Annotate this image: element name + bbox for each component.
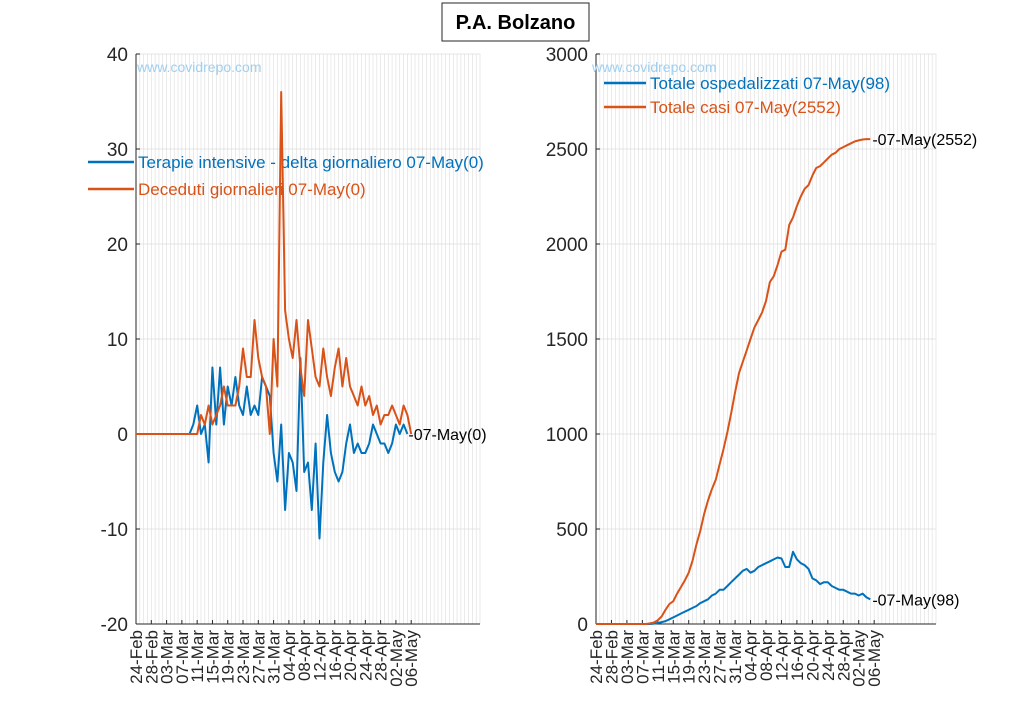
legend-label-0: Terapie intensive - delta giornaliero 07…	[138, 153, 484, 172]
x-tick-label: 31-Mar	[265, 630, 284, 684]
gridlines	[135, 53, 481, 625]
x-tick-label: 03-Mar	[618, 630, 637, 684]
end-label-1: -07-May(2552)	[872, 132, 977, 149]
x-tick-label: 24-Feb	[587, 630, 606, 684]
x-tick-label: 28-Apr	[834, 630, 853, 681]
x-tick-label: 12-Apr	[772, 630, 791, 681]
x-tick-label: 02-May	[387, 630, 406, 687]
x-tick-label: 24-Apr	[356, 630, 375, 681]
x-tick-label: 08-Apr	[295, 630, 314, 681]
x-tick-label: 20-Apr	[341, 630, 360, 681]
x-tick-label: 07-Mar	[633, 630, 652, 684]
y-tick-label: 20	[107, 235, 128, 256]
y-tick-label: 3000	[546, 45, 588, 66]
x-tick-label: 15-Mar	[664, 630, 683, 684]
x-tick-label: 24-Apr	[819, 630, 838, 681]
chart-left: -20-1001020304024-Feb28-Feb03-Mar07-Mar1…	[88, 45, 487, 687]
x-tick-label: 31-Mar	[726, 630, 745, 684]
y-tick-label: -10	[101, 520, 128, 541]
legend-label-1: Totale casi 07-May(2552)	[650, 98, 841, 117]
x-tick-label: 04-Apr	[280, 630, 299, 681]
x-tick-label: 28-Apr	[372, 630, 391, 681]
x-tick-label: 28-Feb	[142, 630, 161, 684]
x-tick-label: 06-May	[402, 630, 421, 687]
x-tick-label: 28-Feb	[602, 630, 621, 684]
y-tick-label: 0	[577, 615, 588, 636]
x-tick-label: 16-Apr	[326, 630, 345, 681]
x-tick-label: 11-Mar	[649, 630, 668, 683]
end-label: -07-May(0)	[408, 427, 486, 444]
figure-title: P.A. Bolzano	[456, 12, 576, 34]
x-tick-label: 19-Mar	[680, 630, 699, 684]
x-tick-label: 19-Mar	[219, 630, 238, 684]
x-tick-label: 03-Mar	[158, 630, 177, 684]
y-tick-label: 2000	[546, 235, 588, 256]
series-line-1	[136, 91, 413, 435]
y-tick-label: 1500	[546, 330, 588, 351]
y-tick-label: 1000	[546, 425, 588, 446]
x-tick-label: 27-Mar	[249, 630, 268, 684]
watermark-left: www.covidrepo.com	[136, 59, 262, 75]
x-tick-label: 04-Apr	[742, 630, 761, 681]
x-tick-label: 06-May	[865, 630, 884, 687]
legend-label-0: Totale ospedalizzati 07-May(98)	[650, 74, 890, 93]
x-tick-label: 24-Feb	[127, 630, 146, 684]
y-tick-label: 0	[117, 425, 128, 446]
x-tick-label: 07-Mar	[173, 630, 192, 684]
x-tick-label: 20-Apr	[803, 630, 822, 681]
y-tick-label: 40	[107, 45, 128, 66]
x-tick-label: 08-Apr	[757, 630, 776, 681]
gridlines	[595, 53, 937, 625]
series-line-1	[596, 138, 871, 625]
figure-title-box: P.A. Bolzano	[441, 2, 590, 42]
y-tick-label: 10	[107, 330, 128, 351]
end-label-0: -07-May(98)	[872, 592, 959, 609]
y-tick-label: 30	[107, 140, 128, 161]
x-tick-label: 15-Mar	[203, 630, 222, 684]
chart-right: 0 500 1000 1500 2000 2500 3000 24-Feb28-Feb03-M…	[546, 45, 978, 687]
x-tick-label: 27-Mar	[711, 630, 730, 684]
y-tick-label: 500	[556, 520, 588, 541]
x-tick-label: 23-Mar	[234, 630, 253, 684]
x-tick-label: 16-Apr	[788, 630, 807, 681]
x-tick-label: 23-Mar	[695, 630, 714, 684]
y-tick-label: 2500	[546, 140, 588, 161]
watermark-right: www.covidrepo.com	[591, 59, 717, 75]
x-tick-label: 12-Apr	[310, 630, 329, 681]
y-tick-label: -20	[101, 615, 128, 636]
legend-label-1: Deceduti giornalieri 07-May(0)	[138, 180, 366, 199]
x-tick-label: 11-Mar	[188, 630, 207, 683]
x-tick-label: 02-May	[850, 630, 869, 687]
